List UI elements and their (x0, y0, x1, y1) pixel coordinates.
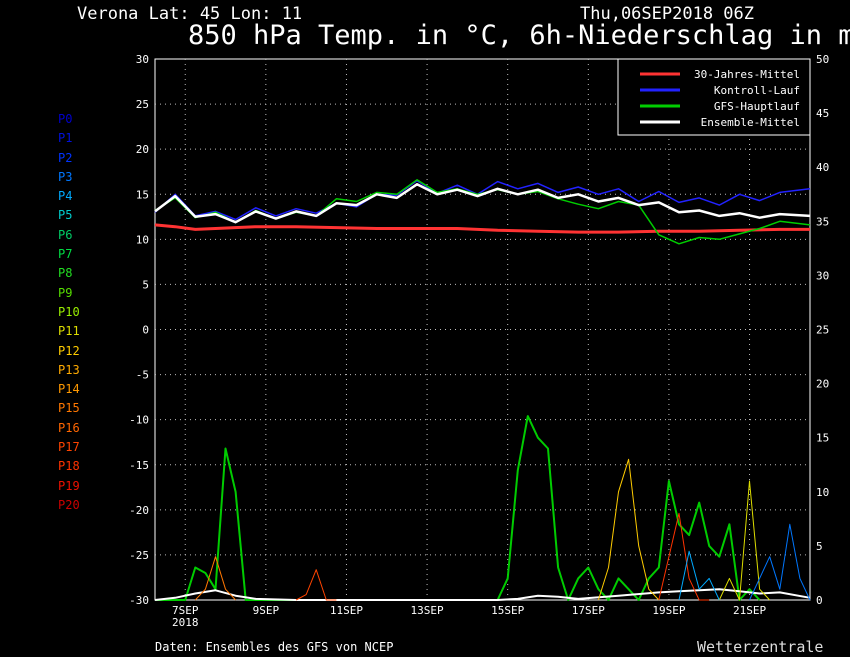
member-label-p9: P9 (58, 285, 73, 300)
x-tick-label: 17SEP (572, 604, 605, 617)
y-left-tick-label: 25 (136, 98, 149, 111)
member-label-p2: P2 (58, 150, 73, 165)
member-label-p17: P17 (58, 440, 80, 455)
member-label-p19: P19 (58, 478, 80, 493)
x-tick-label: 15SEP (491, 604, 524, 617)
ensemble-member-list: P0 P1 P2 P3 P4 P5 P6 P7 P8 P9 P10 P11 P12 P13 P14 P15 P1… (58, 110, 80, 515)
member-label-p10: P10 (58, 304, 80, 319)
member-label-p18: P18 (58, 459, 80, 474)
precip-line-p11 (718, 480, 771, 601)
x-tick-label: 7SEP (172, 604, 199, 617)
x-tick-label: 21SEP (733, 604, 766, 617)
y-left-tick-label: 30 (136, 53, 149, 66)
run-date: Thu,06SEP2018 06Z (580, 4, 754, 24)
y-right-tick-label: 35 (816, 215, 829, 228)
member-label-p15: P15 (58, 401, 80, 416)
plot-frame (154, 58, 811, 601)
member-label-p14: P14 (58, 382, 80, 397)
member-label-p11: P11 (58, 324, 80, 339)
x-tick-label: 19SEP (652, 604, 685, 617)
precip-line-p18 (658, 512, 710, 601)
member-label-p6: P6 (58, 227, 73, 242)
member-label-p4: P4 (58, 189, 73, 204)
y-left-tick-label: 15 (136, 188, 149, 201)
member-label-p12: P12 (58, 343, 80, 358)
legend-label: Ensemble-Mittel (701, 116, 800, 129)
y-left-tick-label: 5 (142, 278, 149, 291)
x-tick-label: 9SEP (253, 604, 280, 617)
precip-line-p15 (194, 556, 236, 601)
precip-line-p4 (678, 550, 720, 601)
member-label-p13: P13 (58, 362, 80, 377)
y-right-tick-label: 50 (816, 53, 829, 66)
y-right-tick-label: 30 (816, 269, 829, 282)
y-left-tick-label: -10 (129, 414, 149, 427)
y-right-tick-label: 25 (816, 324, 829, 337)
y-right-tick-label: 45 (816, 107, 829, 120)
precip-line-p3 (749, 523, 811, 601)
member-label-p7: P7 (58, 247, 73, 262)
precip-line-ensemble-mittel (154, 588, 811, 601)
member-label-p16: P16 (58, 420, 80, 435)
legend-label: 30-Jahres-Mittel (694, 68, 800, 81)
member-label-p0: P0 (58, 112, 73, 126)
y-left-tick-label: 10 (136, 233, 149, 246)
chart-title: 850 hPa Temp. in °C, 6h-Niederschlag in … (188, 20, 850, 51)
y-right-tick-label: 20 (816, 378, 829, 391)
y-left-tick-label: -15 (129, 459, 149, 472)
legend-label: Kontroll-Lauf (714, 84, 800, 97)
x-tick-label: 13SEP (411, 604, 444, 617)
y-right-tick-label: 15 (816, 432, 829, 445)
y-right-tick-label: 40 (816, 161, 829, 174)
y-right-tick-label: 10 (816, 486, 829, 499)
y-left-tick-label: -25 (129, 549, 149, 562)
temp-line-30-jahres-mittel (154, 223, 810, 234)
precip-line-gfs-hauptlauf (155, 415, 761, 601)
member-label-p8: P8 (58, 266, 73, 281)
legend-label: GFS-Hauptlauf (714, 100, 800, 113)
member-label-p20: P20 (58, 497, 80, 512)
precip-line-p12 (597, 458, 660, 601)
data-source-note: Daten: Ensembles des GFS von NCEP (155, 640, 394, 654)
y-left-tick-label: 0 (142, 324, 149, 337)
y-left-tick-label: -30 (129, 594, 149, 607)
brand-label: Wetterzentrale (697, 638, 824, 656)
member-label-p5: P5 (58, 208, 73, 223)
x-tick-label: 11SEP (330, 604, 363, 617)
location-header: Verona Lat: 45 Lon: 11 (77, 4, 303, 24)
member-label-p3: P3 (58, 169, 73, 184)
y-right-tick-label: 0 (816, 594, 823, 607)
y-right-tick-label: 5 (816, 540, 823, 553)
precip-line-p17 (295, 569, 337, 601)
temp-line-ensemble-mittel (154, 183, 811, 224)
y-left-tick-label: -20 (129, 504, 149, 517)
x-year-label: 2018 (172, 616, 199, 629)
member-label-p1: P1 (58, 131, 73, 146)
y-left-tick-label: -5 (136, 369, 149, 382)
y-left-tick-label: 20 (136, 143, 149, 156)
